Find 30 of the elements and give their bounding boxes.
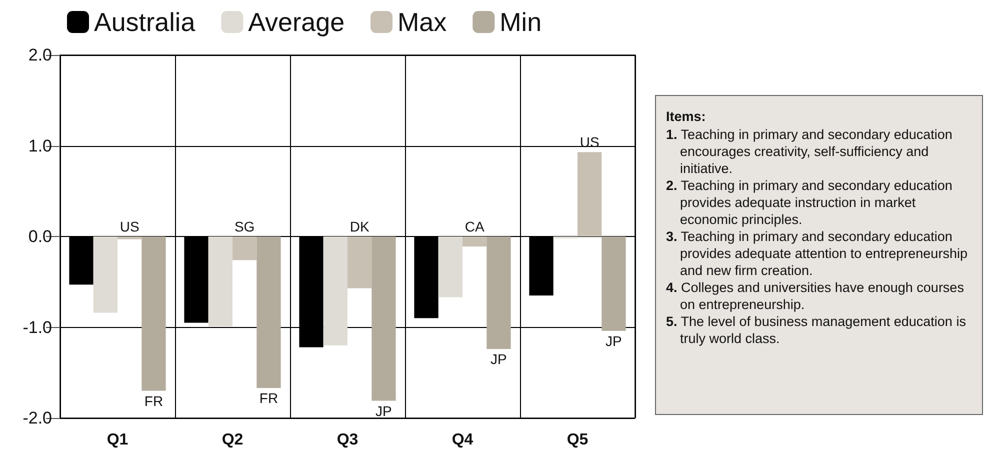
data-label: US bbox=[120, 218, 140, 234]
data-label: JP bbox=[376, 402, 392, 419]
y-tick-label: 2.0 bbox=[28, 46, 52, 64]
text: 2. Teaching in primary and secondary education provides adequate instruction in market economic principles. bbox=[666, 177, 954, 228]
data-label: US bbox=[580, 134, 600, 150]
text: 1. Teaching in primary and secondary education encourages creativity, self-sufficiency and initiative. bbox=[666, 126, 954, 177]
legend-label: Min bbox=[500, 7, 542, 37]
data-label: FR bbox=[259, 390, 278, 406]
x-tick-label: Q4 bbox=[452, 432, 474, 448]
data-label: FR bbox=[144, 392, 164, 409]
x-tick-label: Q2 bbox=[222, 432, 244, 448]
text: Items: bbox=[666, 108, 707, 125]
data-label: JP bbox=[606, 332, 622, 349]
x-tick-label: Q3 bbox=[336, 432, 358, 448]
legend-label: Average bbox=[248, 7, 345, 37]
x-tick-label: Q1 bbox=[106, 432, 128, 448]
text: 3. Teaching in primary and secondary education provides adequate attention to entrepreneurship and new firm creation. bbox=[666, 228, 968, 279]
y-tick-label: 1.0 bbox=[28, 136, 52, 156]
data-label: JP bbox=[490, 351, 507, 368]
text: 5. The level of business management education is truly world class. bbox=[666, 313, 967, 347]
y-tick-label: -2.0 bbox=[22, 408, 52, 428]
x-tick-label: Q5 bbox=[566, 432, 588, 448]
data-label: CA bbox=[464, 218, 485, 234]
text: 4. Colleges and universities have enough courses on entrepreneurship. bbox=[666, 279, 965, 313]
y-tick-label: -1.0 bbox=[22, 318, 52, 337]
data-label: DK bbox=[350, 218, 370, 234]
y-tick-label: 0.0 bbox=[28, 227, 52, 246]
legend-label: Max bbox=[398, 7, 447, 37]
data-label: SG bbox=[234, 218, 255, 234]
legend-label: Australia bbox=[94, 7, 196, 37]
